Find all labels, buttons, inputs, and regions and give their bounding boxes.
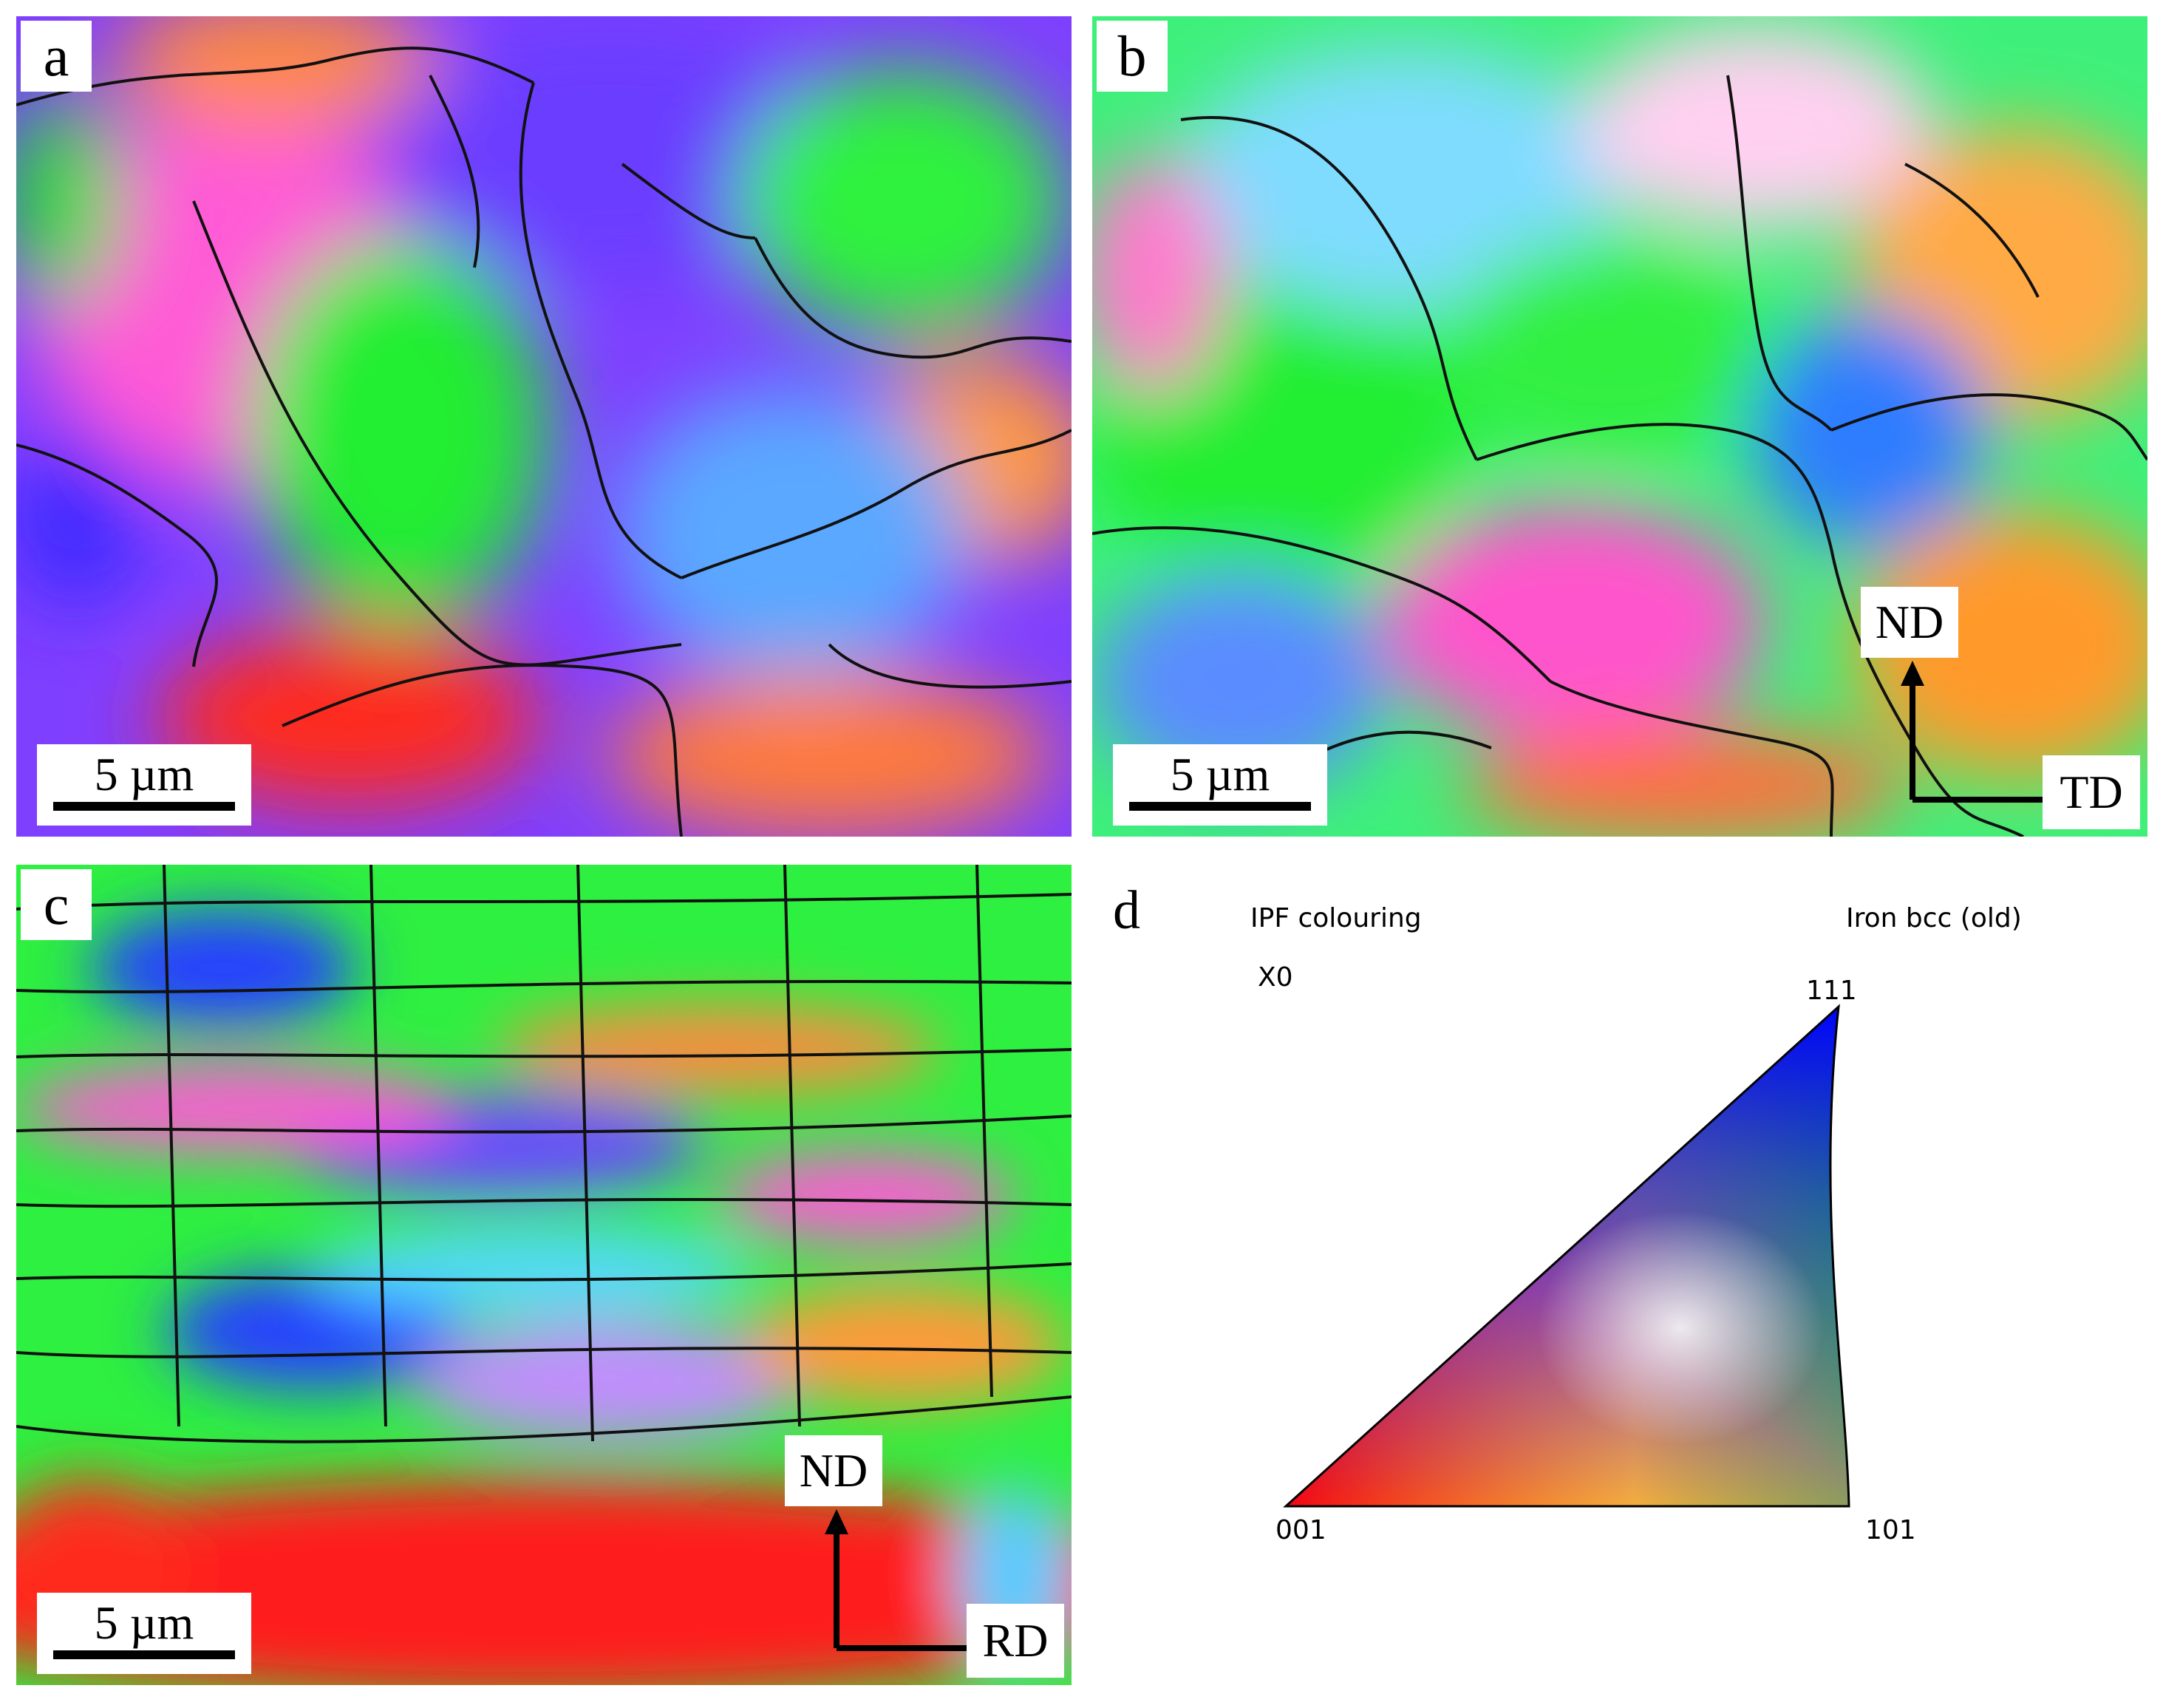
axis-label-rd-c: RD: [967, 1604, 1064, 1678]
ipf-legend-panel-d: d IPF colouring Iron bcc (old) X0 111 00…: [1092, 865, 2147, 1685]
scale-bar-b: 5 µm: [1113, 744, 1327, 826]
scale-bar-c: 5 µm: [37, 1593, 251, 1674]
panel-label-d: d: [1113, 880, 1140, 941]
axis-label-td-b: TD: [2043, 755, 2140, 829]
panel-label-a: a: [21, 21, 92, 92]
scale-bar-line: [53, 1650, 235, 1659]
grain-boundaries-c: [16, 865, 1072, 1443]
scale-bar-line: [53, 802, 235, 811]
grain-boundaries-a: [16, 47, 1072, 837]
ipf-title: IPF colouring: [1250, 903, 1422, 933]
ebsd-map-panel-a: a 5 µm: [16, 16, 1072, 837]
ebsd-map-panel-c: c 5 µm ND RD: [16, 865, 1072, 1685]
panel-label-c: c: [21, 869, 92, 940]
phase-name: Iron bcc (old): [1846, 903, 2022, 933]
scale-bar-label: 5 µm: [94, 1596, 194, 1649]
scale-bar-line: [1129, 802, 1311, 811]
scale-bar-label: 5 µm: [94, 748, 194, 800]
panel-label-b: b: [1097, 21, 1168, 92]
axis-label-nd-c: ND: [785, 1435, 882, 1506]
reference-direction: X0: [1258, 962, 1293, 993]
corner-label-001: 001: [1275, 1515, 1326, 1545]
scale-bar-a: 5 µm: [37, 744, 251, 826]
ipf-triangle: [1283, 1004, 1850, 1508]
ebsd-map-panel-b: b 5 µm ND TD: [1092, 16, 2147, 837]
scale-bar-label: 5 µm: [1170, 748, 1270, 800]
grain-boundaries-b: [1092, 75, 2147, 837]
axis-label-nd-b: ND: [1861, 587, 1958, 658]
ipf-map-b: [1092, 16, 2147, 837]
corner-label-111: 111: [1806, 976, 1857, 1006]
corner-label-101: 101: [1865, 1515, 1916, 1545]
ipf-map-a: [16, 16, 1072, 837]
